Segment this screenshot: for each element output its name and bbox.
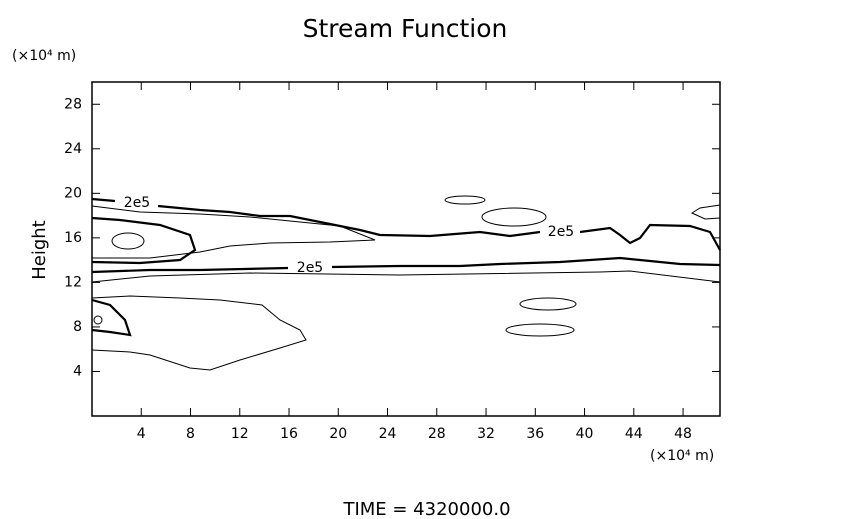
x-tick-label: 48: [674, 426, 692, 442]
x-tick-label: 36: [526, 426, 544, 442]
x-unit: (×10⁴ m): [650, 448, 714, 464]
x-tick-label: 32: [477, 426, 495, 442]
contour-line: [91, 298, 132, 337]
y-tick-label: 8: [73, 319, 82, 335]
contours: [91, 195, 721, 371]
contour-line: [690, 204, 721, 220]
contour-line: [91, 205, 376, 259]
contour-line: [481, 207, 547, 227]
y-tick-label: 16: [64, 230, 82, 246]
x-tick-label: 24: [379, 426, 397, 442]
y-tick-label: 20: [64, 185, 82, 201]
x-tick-label: 40: [576, 426, 594, 442]
x-tick-label: 4: [137, 426, 146, 442]
contour-line: [93, 315, 103, 325]
plot-frame: [91, 81, 721, 417]
y-tick-label: 24: [64, 141, 82, 157]
x-tick-label: 8: [186, 426, 195, 442]
contour-line: [91, 197, 721, 251]
contour-line: [91, 270, 721, 283]
y-tick-label: 12: [64, 274, 82, 290]
contour-line: [91, 256, 721, 274]
contour-line: [505, 323, 575, 337]
contour-label: 2e5: [548, 224, 574, 240]
contour-line: [519, 297, 577, 311]
contour-line: [111, 232, 145, 250]
contour-line: [91, 295, 307, 371]
chart-title: Stream Function: [303, 14, 508, 43]
y-unit: (×10⁴ m): [12, 48, 76, 64]
contour-line: [444, 195, 486, 205]
x-tick-label: 28: [428, 426, 446, 442]
contour-label: 2e5: [297, 260, 323, 276]
contour-label: 2e5: [124, 195, 150, 211]
x-tick-label: 44: [625, 426, 643, 442]
x-tick-label: 16: [280, 426, 298, 442]
contour-line: [91, 216, 197, 265]
x-tick-label: 12: [231, 426, 249, 442]
footer: TIME = 4320000.0: [342, 499, 510, 519]
y-axis-label: Height: [29, 220, 50, 280]
x-tick-label: 20: [329, 426, 347, 442]
y-tick-label: 28: [64, 96, 82, 112]
y-tick-label: 4: [73, 363, 82, 379]
